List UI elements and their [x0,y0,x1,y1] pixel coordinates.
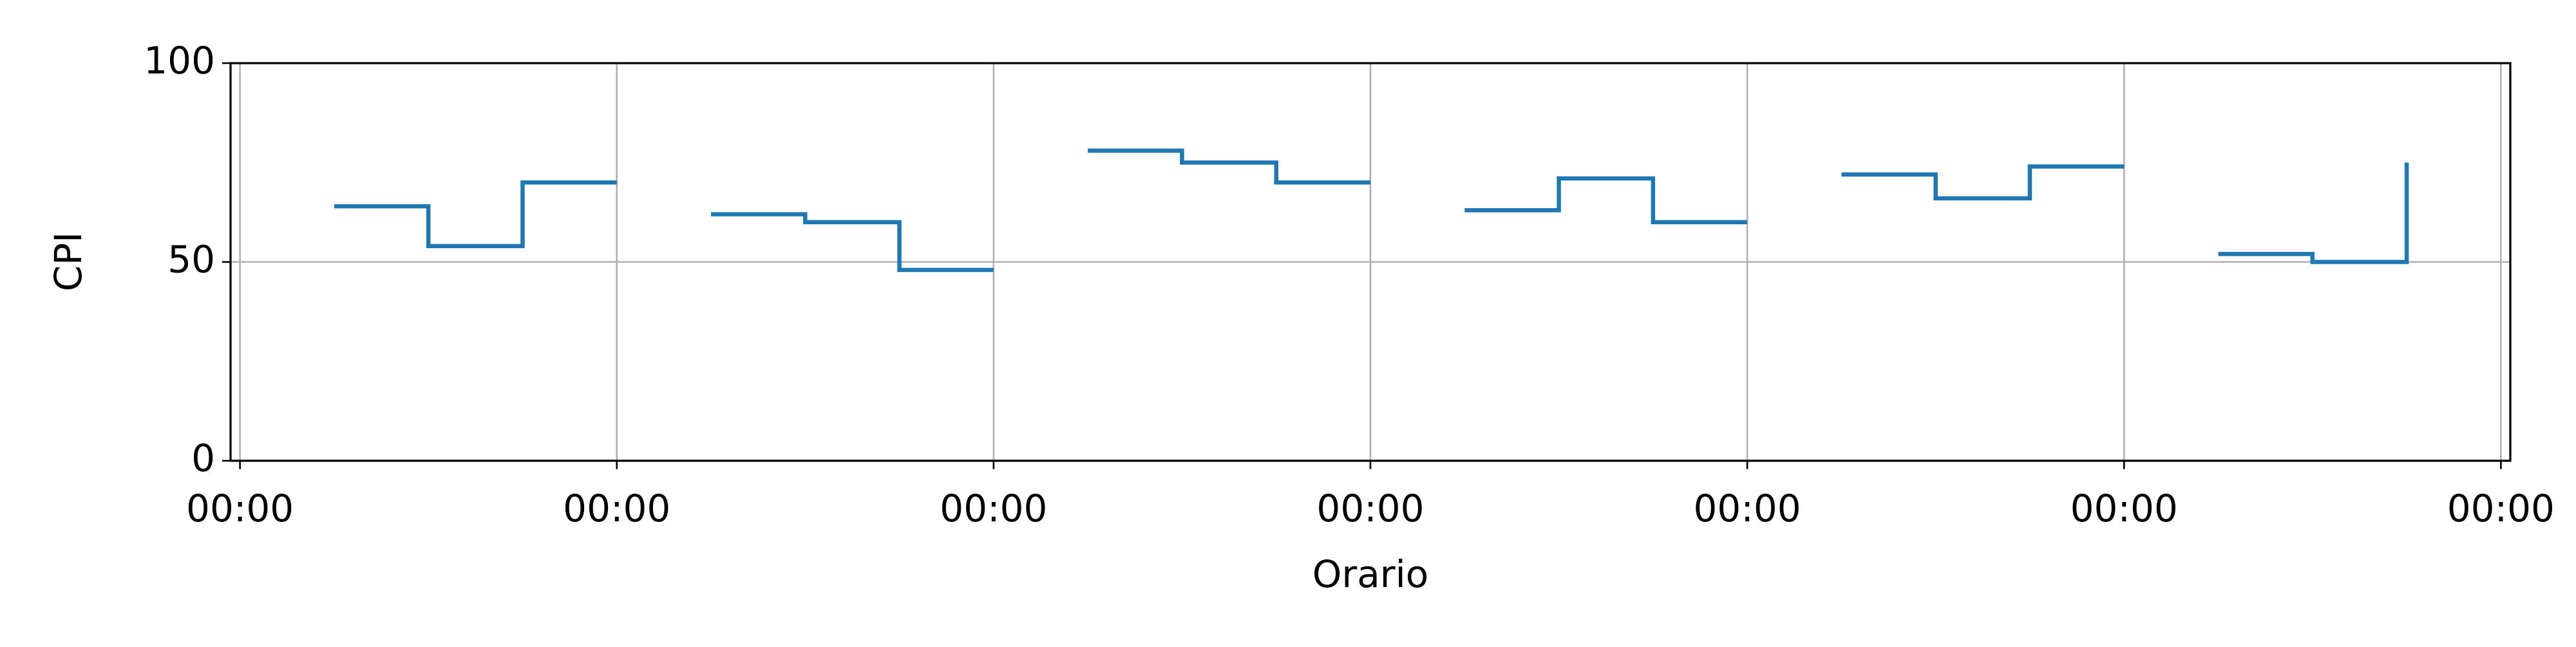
x-tick-label: 00:00 [186,487,294,530]
y-tick-label: 50 [167,238,215,282]
x-tick-label: 00:00 [1316,487,1424,530]
step-line [1088,148,1370,185]
y-tick-label: 0 [191,436,215,480]
axes-frame [229,62,2512,462]
step-line [1464,176,1748,225]
step-line [2218,162,2409,264]
x-tick-label: 00:00 [2447,487,2555,530]
x-tick-label: 00:00 [1694,487,1801,530]
y-tick-label: 100 [144,39,215,82]
step-line [711,212,994,273]
x-tick-label: 00:00 [2070,487,2178,530]
x-tick-label: 00:00 [940,487,1047,530]
y-axis-label: CPI [46,232,90,292]
x-axis-label: Orario [1312,552,1429,596]
step-line [334,180,617,249]
step-line [1841,164,2125,201]
x-tick-label: 00:00 [563,487,670,530]
